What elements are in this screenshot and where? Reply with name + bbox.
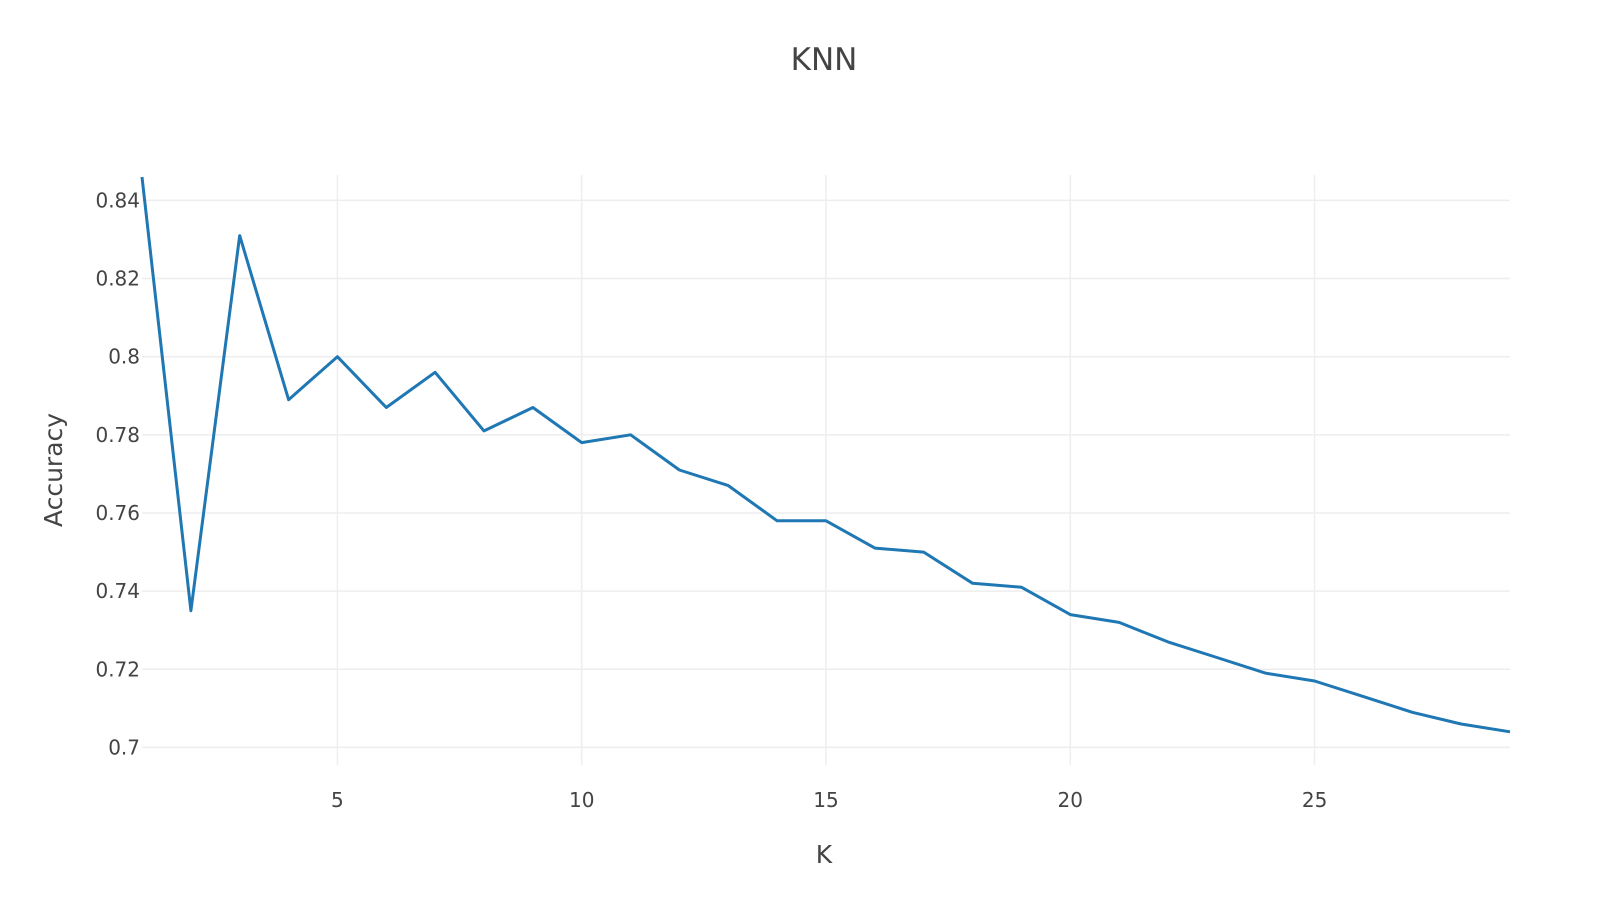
x-tick-label: 5 bbox=[331, 788, 344, 812]
y-tick-label: 0.82 bbox=[95, 267, 140, 291]
y-tick-label: 0.74 bbox=[95, 579, 140, 603]
y-tick-label: 0.76 bbox=[95, 501, 140, 525]
series-line bbox=[140, 176, 1511, 734]
x-tick-label: 25 bbox=[1302, 788, 1327, 812]
grid bbox=[142, 175, 1510, 765]
x-tick-label: 10 bbox=[569, 788, 594, 812]
y-tick-label: 0.78 bbox=[95, 423, 140, 447]
y-axis-ticks: 0.7 0.72 0.74 0.76 0.78 0.8 0.82 0.84 bbox=[95, 188, 140, 759]
series bbox=[140, 176, 1511, 734]
x-tick-label: 20 bbox=[1058, 788, 1083, 812]
y-tick-label: 0.72 bbox=[95, 657, 140, 681]
x-axis-ticks: 5 10 15 20 25 bbox=[331, 788, 1327, 812]
y-tick-label: 0.7 bbox=[108, 735, 140, 759]
y-axis-title: Accuracy bbox=[39, 413, 68, 527]
x-tick-label: 15 bbox=[813, 788, 838, 812]
y-tick-label: 0.84 bbox=[95, 188, 140, 212]
chart-title: KNN bbox=[791, 42, 858, 78]
x-axis-title: K bbox=[816, 840, 833, 869]
y-tick-label: 0.8 bbox=[108, 345, 140, 369]
